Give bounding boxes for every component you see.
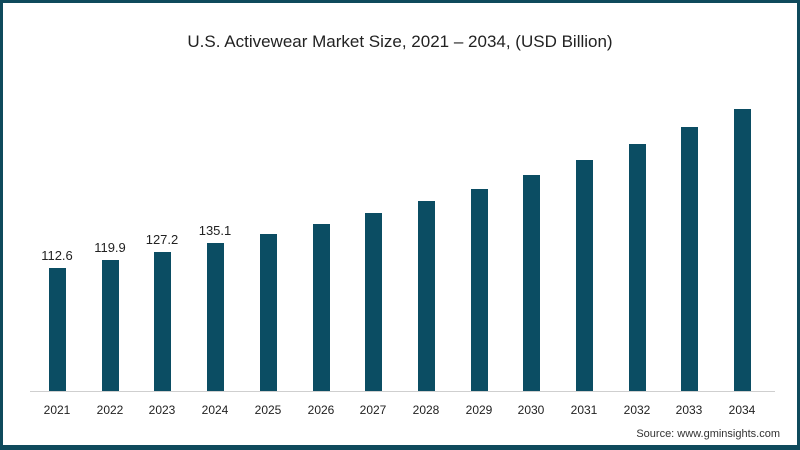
x-tick-2026: 2026 — [307, 403, 335, 417]
bar-2024 — [207, 243, 224, 391]
x-axis-line — [30, 391, 775, 392]
bar-2027 — [365, 213, 382, 391]
x-tick-2025: 2025 — [254, 403, 282, 417]
data-label-2022: 119.9 — [94, 240, 126, 255]
bar-2022 — [102, 260, 119, 391]
bar-2028 — [418, 201, 435, 391]
x-tick-2032: 2032 — [623, 403, 651, 417]
bar-2023 — [154, 252, 171, 391]
bar-2025 — [260, 234, 277, 391]
chart-title: U.S. Activewear Market Size, 2021 – 2034… — [187, 32, 613, 51]
x-tick-2027: 2027 — [359, 403, 387, 417]
data-label-2021: 112.6 — [41, 248, 73, 263]
bar-2026 — [313, 224, 330, 391]
x-tick-2034: 2034 — [728, 403, 756, 417]
data-label-2023: 127.2 — [145, 232, 179, 247]
bar-2034 — [734, 109, 751, 391]
x-tick-2033: 2033 — [675, 403, 703, 417]
bar-2021 — [49, 268, 66, 391]
x-tick-2030: 2030 — [517, 403, 545, 417]
data-label-2024: 135.1 — [198, 223, 232, 238]
x-tick-2023: 2023 — [148, 403, 176, 417]
bar-2030 — [523, 175, 540, 391]
x-tick-2022: 2022 — [96, 403, 124, 417]
x-tick-2028: 2028 — [412, 403, 440, 417]
bar-2029 — [471, 189, 488, 391]
x-tick-2029: 2029 — [465, 403, 493, 417]
source-note: Source: www.gminsights.com — [636, 428, 780, 440]
x-tick-2024: 2024 — [201, 403, 229, 417]
bar-2032 — [629, 144, 646, 391]
x-tick-2031: 2031 — [570, 403, 598, 417]
bar-2031 — [576, 160, 593, 391]
x-tick-2021: 2021 — [43, 403, 71, 417]
bar-2033 — [681, 127, 698, 391]
